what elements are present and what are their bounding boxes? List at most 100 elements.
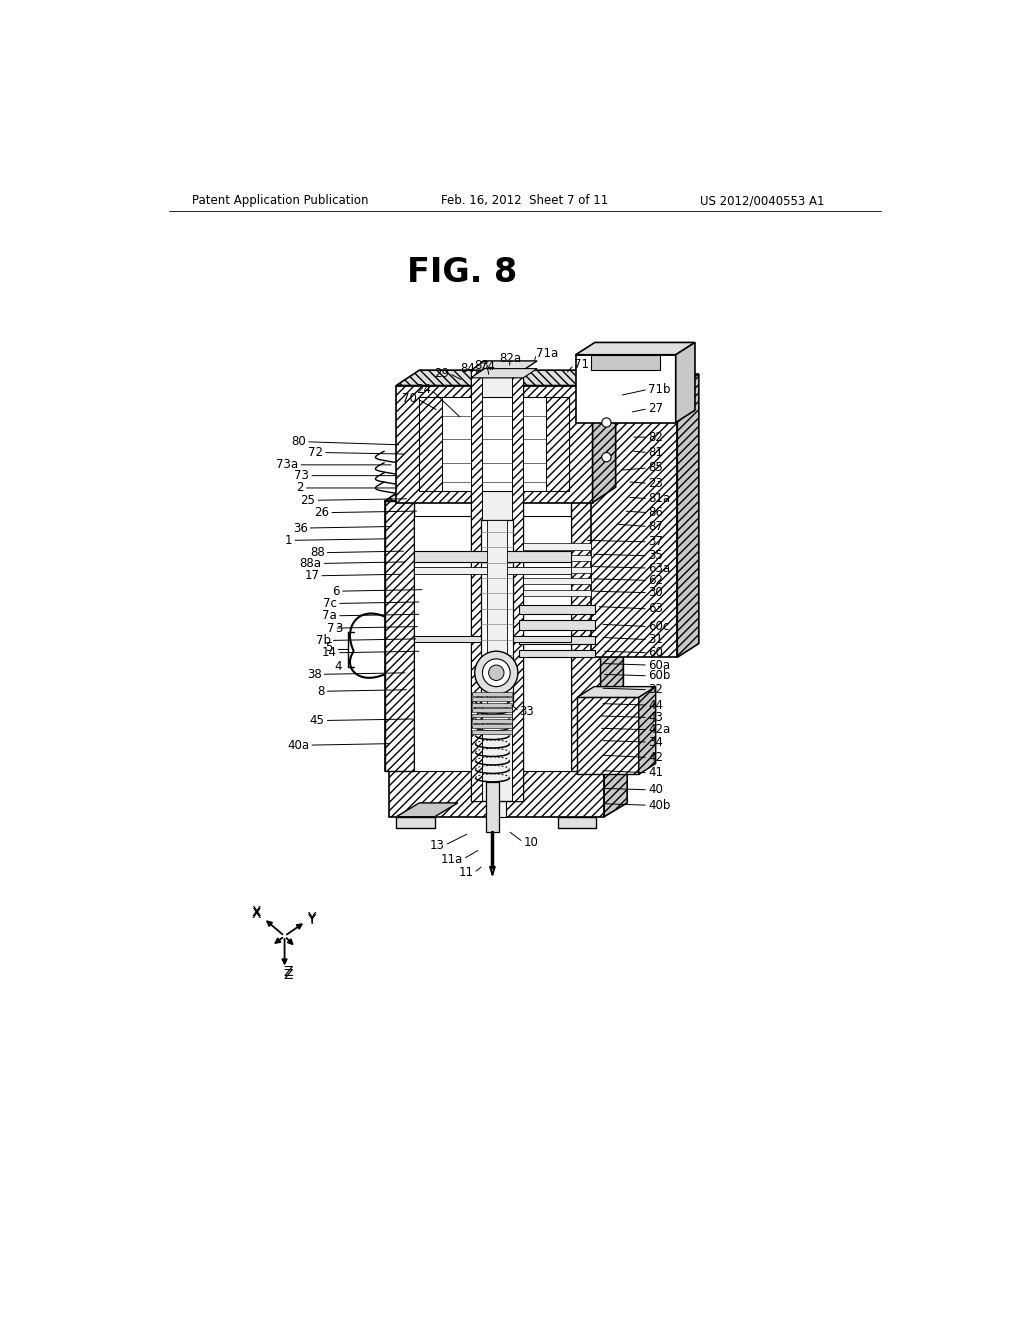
Text: 40: 40 <box>648 783 663 796</box>
Polygon shape <box>676 342 695 422</box>
Text: 84: 84 <box>460 362 475 375</box>
Text: 1: 1 <box>285 533 292 546</box>
Text: X: X <box>251 907 260 921</box>
Text: US 2012/0040553 A1: US 2012/0040553 A1 <box>699 194 824 207</box>
Text: 88: 88 <box>310 546 325 560</box>
Bar <box>414 516 571 771</box>
Text: 10: 10 <box>523 836 539 849</box>
Polygon shape <box>591 374 698 388</box>
Bar <box>472 719 512 723</box>
Text: 42a: 42a <box>648 723 671 737</box>
Text: 63a: 63a <box>648 561 670 574</box>
Polygon shape <box>388 752 628 767</box>
Circle shape <box>488 665 504 681</box>
Text: 63: 63 <box>648 602 663 615</box>
Text: 34: 34 <box>648 735 663 748</box>
Bar <box>472 692 512 696</box>
Bar <box>523 578 591 585</box>
Circle shape <box>475 651 518 694</box>
Text: 6: 6 <box>333 585 340 598</box>
Text: 88a: 88a <box>299 557 322 570</box>
Circle shape <box>482 659 510 686</box>
Text: 14: 14 <box>322 647 337 659</box>
Text: 60c: 60c <box>648 620 670 634</box>
Text: 2: 2 <box>296 482 304 495</box>
Bar <box>591 388 677 657</box>
Bar <box>519 649 595 657</box>
Bar <box>523 544 591 549</box>
Polygon shape <box>385 486 624 502</box>
Text: 82a: 82a <box>499 352 521 366</box>
Text: X: X <box>251 906 260 919</box>
Bar <box>523 566 591 573</box>
Bar <box>419 397 569 491</box>
Bar <box>519 605 595 614</box>
Circle shape <box>602 453 611 462</box>
Polygon shape <box>575 342 695 355</box>
Text: 40b: 40b <box>648 799 671 812</box>
Bar <box>571 502 600 771</box>
Text: 25: 25 <box>300 494 315 507</box>
Text: 73: 73 <box>294 469 309 482</box>
Bar <box>414 552 571 562</box>
Text: 72: 72 <box>308 446 323 459</box>
Text: 31: 31 <box>648 634 663 647</box>
Text: 11: 11 <box>459 866 474 879</box>
Bar <box>487 767 506 817</box>
Bar <box>523 590 591 595</box>
Circle shape <box>425 414 436 425</box>
Text: 60b: 60b <box>648 669 671 682</box>
Bar <box>472 702 512 706</box>
Text: 4: 4 <box>335 660 342 673</box>
Bar <box>487 520 507 705</box>
Text: 11a: 11a <box>441 853 463 866</box>
Text: 45: 45 <box>309 714 325 727</box>
Text: 27: 27 <box>648 403 663 416</box>
Text: 60: 60 <box>648 647 663 659</box>
Text: 32: 32 <box>648 684 663 696</box>
Bar <box>472 725 512 729</box>
Text: 17: 17 <box>304 569 319 582</box>
Bar <box>385 502 600 771</box>
Bar <box>414 636 571 642</box>
Text: 81a: 81a <box>648 492 670 506</box>
Bar <box>396 817 435 829</box>
Text: 42: 42 <box>648 751 663 764</box>
Text: 7b: 7b <box>315 634 331 647</box>
Bar <box>575 355 676 422</box>
Text: 33: 33 <box>519 705 535 718</box>
Text: 7a: 7a <box>323 610 337 622</box>
Text: 8: 8 <box>317 685 325 698</box>
Text: Y: Y <box>307 913 316 927</box>
Text: Y: Y <box>307 912 316 925</box>
Text: 13: 13 <box>430 838 444 851</box>
Text: 23: 23 <box>648 477 663 490</box>
Text: 70: 70 <box>402 392 417 405</box>
Bar <box>385 502 414 771</box>
Text: 37: 37 <box>648 536 663 548</box>
Text: Z: Z <box>284 965 293 979</box>
Text: 38: 38 <box>307 668 322 681</box>
Polygon shape <box>471 360 538 370</box>
Text: 41: 41 <box>648 767 663 779</box>
Text: FIG. 8: FIG. 8 <box>407 256 517 289</box>
Polygon shape <box>677 374 698 657</box>
Text: 81: 81 <box>648 446 663 459</box>
Text: 71: 71 <box>574 358 589 371</box>
Bar <box>591 355 660 370</box>
Text: 3: 3 <box>335 622 342 635</box>
Text: 85: 85 <box>648 462 663 474</box>
Circle shape <box>553 414 563 425</box>
Polygon shape <box>578 686 655 697</box>
Bar <box>519 620 595 630</box>
Text: 29: 29 <box>434 367 450 380</box>
Text: Z: Z <box>283 968 293 982</box>
Bar <box>472 697 512 701</box>
Bar <box>558 817 596 829</box>
Text: 5: 5 <box>325 640 333 653</box>
Text: 74: 74 <box>479 360 495 372</box>
Text: 80: 80 <box>292 436 306 449</box>
Bar <box>396 385 593 503</box>
Bar <box>523 554 591 561</box>
Bar <box>388 767 604 817</box>
